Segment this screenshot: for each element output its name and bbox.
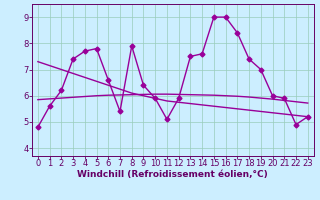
X-axis label: Windchill (Refroidissement éolien,°C): Windchill (Refroidissement éolien,°C) <box>77 170 268 179</box>
